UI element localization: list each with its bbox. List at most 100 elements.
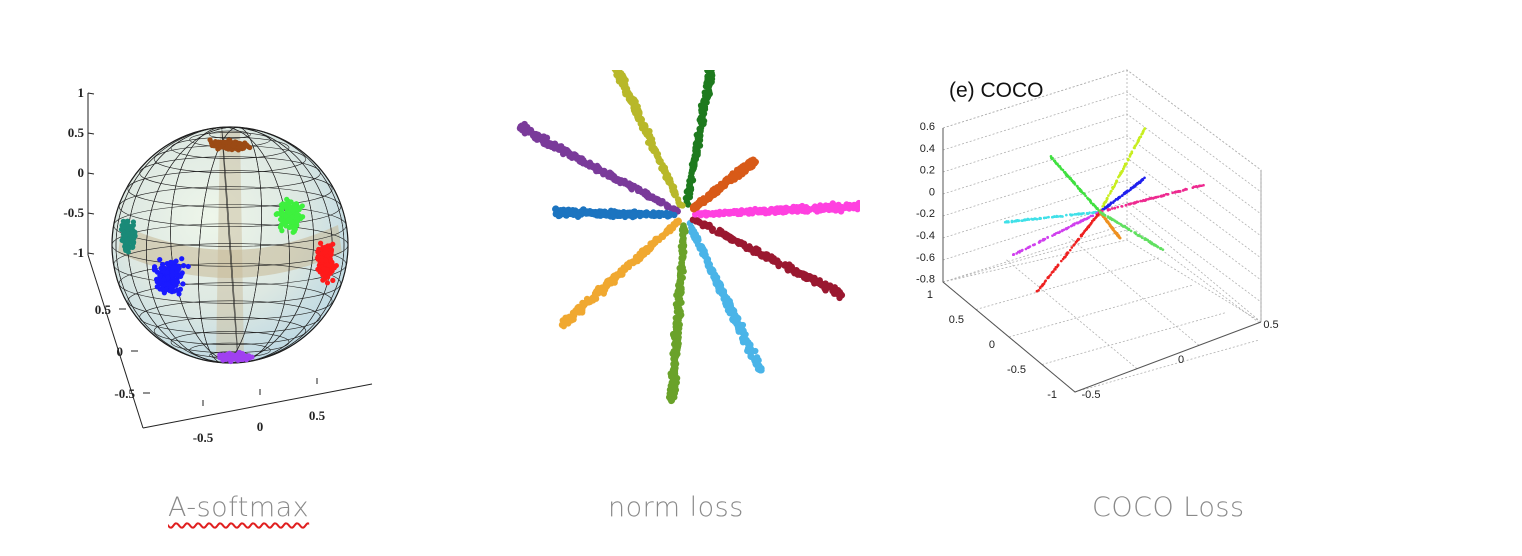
coco-ray-point <box>1038 239 1042 243</box>
ray-point <box>558 144 565 151</box>
cluster-point <box>300 214 306 220</box>
coco-ray-point <box>1053 268 1056 271</box>
coco-ray-4 <box>1003 210 1101 224</box>
coco-ray-point <box>1065 173 1069 177</box>
coco-ray-point <box>1124 162 1128 166</box>
coco-ray-point <box>1143 127 1147 130</box>
ray-point <box>746 345 753 352</box>
ray-point <box>641 188 649 195</box>
grid-line <box>942 113 1262 215</box>
coco-ray-point <box>1099 211 1102 214</box>
cluster-point <box>180 281 186 287</box>
x-tick-label: 0 <box>257 419 264 434</box>
caption-coco-loss: COCO Loss <box>1092 492 1245 523</box>
coco-ray-point <box>1043 237 1047 241</box>
ray-point <box>655 155 662 163</box>
coco-ray-point <box>1160 194 1164 197</box>
coco-ray-point <box>1137 139 1140 143</box>
z-tick-mark <box>87 132 95 135</box>
ray-point <box>753 249 761 256</box>
coco-ray-point <box>1153 243 1157 247</box>
z-tick-labels: 0.6 0.4 0.2 0 -0.2 -0.4 -0.6 -0.8 <box>916 121 935 286</box>
cluster-point <box>120 218 126 224</box>
ray-point <box>691 155 698 163</box>
z-tick-label: 0.2 <box>920 165 935 177</box>
coco-ray-point <box>1101 205 1104 208</box>
grid-line <box>1074 339 1260 393</box>
ray-point <box>796 204 803 211</box>
coco-rays <box>1003 127 1205 293</box>
coco-ray-point <box>1068 213 1072 216</box>
cluster-point <box>207 137 213 143</box>
ray-point <box>609 213 617 221</box>
coco-ray-point <box>1068 248 1072 252</box>
x-tick-labels: -0.5 0 0.5 <box>1082 319 1279 401</box>
ray-point <box>674 282 682 289</box>
ray-point <box>673 301 680 308</box>
ray-point <box>739 328 747 336</box>
coco-ray-point <box>1133 201 1137 204</box>
y-tick-labels: 0.5 0 -0.5 <box>95 302 136 401</box>
coco-ray-point <box>1080 190 1083 193</box>
coco-ray-point <box>1118 236 1122 240</box>
z-tick-label: 0.5 <box>68 125 85 140</box>
ray-point <box>810 276 817 284</box>
ray-point <box>761 208 768 215</box>
z-tick-mark <box>87 172 95 175</box>
cluster-point <box>161 265 167 271</box>
ray-5 <box>558 217 682 330</box>
coco-ray-point <box>1122 165 1126 168</box>
cluster-point <box>220 354 227 360</box>
coco-ray-point <box>1113 184 1116 187</box>
cluster-point <box>168 284 174 290</box>
ray-point <box>666 390 673 397</box>
ray-point <box>618 177 625 184</box>
grid-line <box>942 229 1128 283</box>
coco-ray-point <box>1110 226 1113 230</box>
ray-point <box>696 210 704 217</box>
coco-ray-point <box>1155 245 1159 248</box>
ray-point <box>531 135 539 142</box>
ray-9 <box>691 199 860 219</box>
ray-point <box>574 212 582 219</box>
coco-ray-point <box>1117 221 1121 225</box>
cluster-point <box>164 269 170 275</box>
ray-point <box>678 227 686 234</box>
y-tick-label: -1 <box>1047 389 1057 401</box>
coco-ray-point <box>1159 247 1163 250</box>
ray-point <box>739 163 746 170</box>
ray-point <box>636 185 643 193</box>
ray-point <box>608 170 615 178</box>
cluster-point <box>176 291 182 297</box>
coco-ray-point <box>1115 198 1119 201</box>
ray-4 <box>552 205 678 221</box>
coco-ray-point <box>1070 246 1074 249</box>
grid-wall <box>942 69 1262 322</box>
coco-ray-5 <box>1011 211 1102 257</box>
ray-point <box>719 181 726 188</box>
cluster-point <box>279 206 285 212</box>
ray-point <box>660 211 668 219</box>
coco-ray-point <box>1120 205 1124 208</box>
ray-point <box>564 206 572 214</box>
coco-ray-point <box>1142 130 1145 133</box>
z-tick-label: -0.6 <box>916 252 935 264</box>
coco-ray-point <box>1104 200 1107 204</box>
coco-ray-point <box>1038 286 1042 290</box>
ray-point <box>765 253 772 261</box>
ray-point <box>837 208 845 215</box>
ray-point <box>713 210 721 218</box>
x-tick-label: 0 <box>1178 354 1184 366</box>
ray-point <box>697 128 704 135</box>
coco-ray-point <box>1024 247 1028 251</box>
coco-ray-point <box>1175 190 1179 194</box>
grid-wall <box>942 239 1262 323</box>
cluster-point <box>245 353 251 359</box>
ray-point <box>623 87 630 94</box>
grid-line <box>942 223 1262 325</box>
ray-point <box>552 205 559 213</box>
coco-ray-point <box>1065 253 1069 256</box>
caption-norm-loss: norm loss <box>608 492 744 523</box>
coco-ray-point <box>1018 251 1021 254</box>
cluster-point <box>179 256 185 262</box>
